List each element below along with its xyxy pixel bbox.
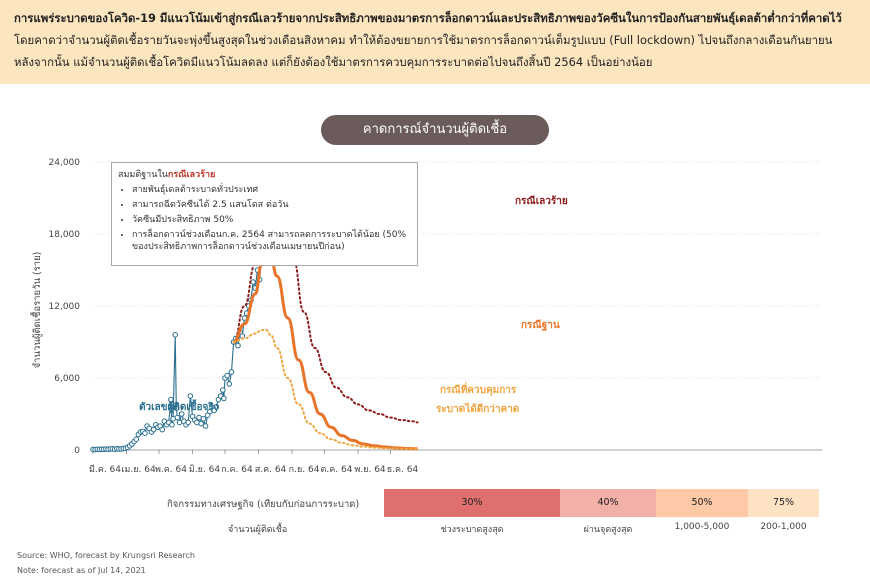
econ-segment-pct: 75% <box>772 497 795 508</box>
x-tick-label: ต.ค. 64 <box>321 465 353 475</box>
x-tick-label: พ.ค. 64 <box>155 465 187 475</box>
label-better-case: กรณีที่ควบคุมการ <box>440 382 517 396</box>
data-point <box>202 423 209 429</box>
data-point <box>169 422 175 428</box>
data-point <box>159 426 166 433</box>
label-actual: ตัวเลขผู้ติดเชื้อจริง <box>139 399 219 414</box>
case-range-label: 200-1,000 <box>760 522 807 532</box>
econ-segment-75: 75% <box>748 489 819 517</box>
data-point <box>187 393 194 399</box>
case-range-label: ช่วงระบาดสูงสุด <box>440 525 504 535</box>
y-tick-label: 6,000 <box>54 374 80 384</box>
data-point <box>235 342 241 349</box>
data-point <box>220 387 226 393</box>
data-point <box>142 430 148 437</box>
assumption-list: สายพันธุ์เดลต้าระบาดทั่วประเทศ สามารถฉีด… <box>118 184 411 253</box>
data-point <box>213 404 220 410</box>
x-tick-label: เม.ย. 64 <box>121 465 156 475</box>
x-tick-label: ธ.ค. 64 <box>387 465 419 475</box>
data-point <box>173 405 180 411</box>
x-tick-label: มี.ค. 64 <box>89 464 121 475</box>
y-axis-label: จำนวนผู้ติดเชื้อรายวัน (ราย) <box>30 252 43 369</box>
econ-segment-pct: 40% <box>597 497 619 508</box>
data-point <box>168 396 174 403</box>
y-tick-label: 0 <box>74 446 80 456</box>
x-tick-label: ส.ค. 64 <box>255 465 287 475</box>
x-axis: มี.ค. 64 เม.ย. 64 พ.ค. 64 มิ.ย. 64 ก.ค. 64 ส.… <box>89 449 822 475</box>
header-normal-text: โดยคาดว่าจำนวนผู้ติดเชื้อรายวันจะพุ่งขึ้… <box>14 33 833 69</box>
header-text: การแพร่ระบาดของโควิด-19 มีแนวโน้มเข้าสู่… <box>14 7 856 73</box>
x-tick-label: ก.ย. 64 <box>289 465 320 475</box>
y-tick-label: 24,000 <box>49 158 81 168</box>
data-point <box>200 416 207 422</box>
x-tick-label: มิ.ย. 64 <box>189 464 221 475</box>
econ-segment-pct: 50% <box>691 497 713 508</box>
assumption-title-red: กรณีเลวร้าย <box>167 170 216 180</box>
case-range-label: 1,000-5,000 <box>674 522 730 532</box>
label-base-case: กรณีฐาน <box>521 319 560 331</box>
data-point <box>178 411 185 417</box>
assumption-title: สมมติฐานในกรณีเลวร้าย <box>118 167 411 181</box>
data-point <box>226 381 233 387</box>
econ-segment-30: 30% <box>384 489 560 517</box>
chart-title: คาดการณ์จำนวนผู้ติดเชื้อ <box>321 115 549 145</box>
econ-segment-pct: 30% <box>461 497 483 508</box>
data-point <box>221 395 227 402</box>
x-tick-label: ก.ค. 64 <box>221 465 253 475</box>
cases-label: จำนวนผู้ติดเชื้อ <box>228 525 288 535</box>
y-tick-label: 12,000 <box>49 302 81 312</box>
assumption-item: สายพันธุ์เดลต้าระบาดทั่วประเทศ <box>132 184 411 196</box>
chart-annotations: ตัวเลขผู้ติดเชื้อจริง กรณีเลวร้ายกรณีฐานก… <box>139 195 568 415</box>
data-point <box>198 420 204 427</box>
x-tick-label: พ.ย. 64 <box>354 465 386 475</box>
y-tick-label: 18,000 <box>49 230 81 240</box>
label-worst-case: กรณีเลวร้าย <box>515 195 568 207</box>
data-point <box>224 372 230 379</box>
header-banner: การแพร่ระบาดของโควิด-19 มีแนวโน้มเข้าสู่… <box>0 0 870 84</box>
case-range-label: ผ่านจุดสูงสุด <box>583 525 633 535</box>
econ-segment-40: 40% <box>560 489 656 517</box>
series-dotted-line <box>232 329 419 450</box>
assumption-item: การล็อกดาวน์ช่วงเดือนก.ค. 2564 สามารถลดก… <box>132 229 411 253</box>
data-point <box>172 332 179 338</box>
data-point <box>133 436 140 443</box>
series-base-line <box>233 256 418 451</box>
econ-segment-50: 50% <box>656 489 748 517</box>
data-point <box>228 369 235 375</box>
header-bold-text: การแพร่ระบาดของโควิด-19 มีแนวโน้มเข้าสู่… <box>14 11 842 25</box>
data-point <box>250 279 256 285</box>
assumption-box: สมมติฐานในกรณีเลวร้าย สายพันธุ์เดลต้าระบ… <box>111 162 418 266</box>
assumption-title-prefix: สมมติฐานใน <box>118 170 168 180</box>
assumption-item: สามารถฉีดวัคซีนได้ 2.5 แสนโดส ต่อวัน <box>132 199 411 211</box>
econ-activity-label: กิจกรรมทางเศรษฐกิจ (เทียบกับก่อนการระบาด… <box>167 499 360 510</box>
data-point <box>185 419 191 426</box>
forecast-note: Note: forecast as of Jul 14, 2021 <box>17 566 146 575</box>
data-point <box>174 414 181 421</box>
label-better-case: ระบาดได้ดีกว่าคาด <box>436 402 519 415</box>
y-axis-ticks: 0 6,000 12,000 18,000 24,000 <box>49 158 81 456</box>
data-point <box>150 426 157 433</box>
source-note: Source: WHO, forecast by Krungsri Resear… <box>17 551 195 560</box>
assumption-item: วัคซีนมีประสิทธิภาพ 50% <box>132 214 411 226</box>
